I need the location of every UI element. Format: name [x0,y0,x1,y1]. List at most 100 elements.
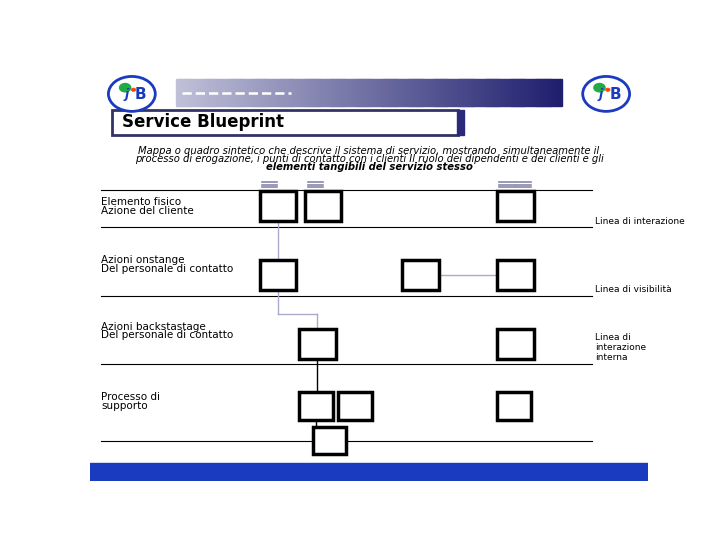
Bar [186,79,189,106]
Text: Linea di visibilità: Linea di visibilità [595,285,672,294]
Bar [440,79,443,106]
Text: Mappa o quadro sintetico che descrive il sistema di servizio, mostrando  simulta: Mappa o quadro sintetico che descrive il… [138,146,600,156]
Bar [256,79,258,106]
Bar [490,79,492,106]
Bar [338,79,341,106]
Bar [390,79,392,106]
Bar [365,79,368,106]
Bar [359,79,362,106]
Circle shape [594,84,605,92]
Bar [504,79,506,106]
Bar [517,79,520,106]
Bar [221,79,223,106]
Bar [190,79,192,106]
Bar [315,79,318,106]
Bar [188,79,191,106]
Bar [540,79,543,106]
Bar [260,191,297,221]
Bar [487,79,489,106]
Bar [448,79,451,106]
Bar [300,329,336,359]
Bar [338,392,372,420]
Bar [467,79,469,106]
Bar [481,79,483,106]
Text: Del personale di contatto: Del personale di contatto [101,264,233,274]
Text: Linea di
interazione
interna: Linea di interazione interna [595,333,646,362]
Bar [475,79,477,106]
Bar [179,79,181,106]
Bar [233,79,235,106]
Bar [180,79,183,106]
Text: Service Blueprint: Service Blueprint [122,113,284,131]
Bar [404,79,406,106]
Bar [408,79,410,106]
Bar [417,79,420,106]
Bar [222,79,225,106]
Bar [405,79,408,106]
Text: elementi tangibili del servizio stesso: elementi tangibili del servizio stesso [266,162,472,172]
Bar [528,79,531,106]
Bar [542,79,545,106]
Text: Linea di interazione: Linea di interazione [595,218,685,226]
Bar [556,79,558,106]
Bar [210,79,212,106]
Bar [213,79,215,106]
Bar [488,79,491,106]
Bar [199,79,202,106]
Bar [202,79,204,106]
Bar [305,79,308,106]
Bar [253,79,256,106]
Bar [396,79,398,106]
Bar [225,79,227,106]
Bar [361,79,364,106]
Bar [327,79,329,106]
Bar [423,79,426,106]
Bar [287,79,289,106]
Bar [485,79,487,106]
Bar [375,79,377,106]
Bar [558,79,560,106]
Bar [354,79,356,106]
Bar [415,79,418,106]
Bar [492,79,495,106]
Bar [469,79,472,106]
Bar [321,79,323,106]
Bar [244,79,246,106]
Bar [456,79,458,106]
Bar [471,79,474,106]
Bar [319,79,321,106]
Bar [371,79,374,106]
Bar [260,260,297,290]
Bar [519,79,522,106]
Bar [281,79,283,106]
Bar [192,79,194,106]
Bar [351,79,354,106]
Bar [333,79,335,106]
Text: Azioni backstastage: Azioni backstastage [101,322,206,332]
Bar [451,79,454,106]
Bar [508,79,510,106]
Bar [357,79,360,106]
Bar [292,79,294,106]
Text: Azione del cliente: Azione del cliente [101,206,194,216]
Bar [534,79,537,106]
Bar [282,79,285,106]
Bar [498,392,531,420]
Bar [473,79,475,106]
Bar [431,79,433,106]
Bar [228,79,231,106]
Bar [394,79,397,106]
Bar [367,79,369,106]
Text: Processo di: Processo di [101,393,160,402]
Text: 58: 58 [611,462,636,481]
Bar [251,79,254,106]
Bar [498,191,534,221]
Bar [350,79,352,106]
Bar [459,79,462,106]
Bar [250,79,252,106]
Bar [527,79,529,106]
Bar [477,79,480,106]
Bar [531,79,534,106]
Bar [346,79,348,106]
Text: j: j [598,88,603,101]
